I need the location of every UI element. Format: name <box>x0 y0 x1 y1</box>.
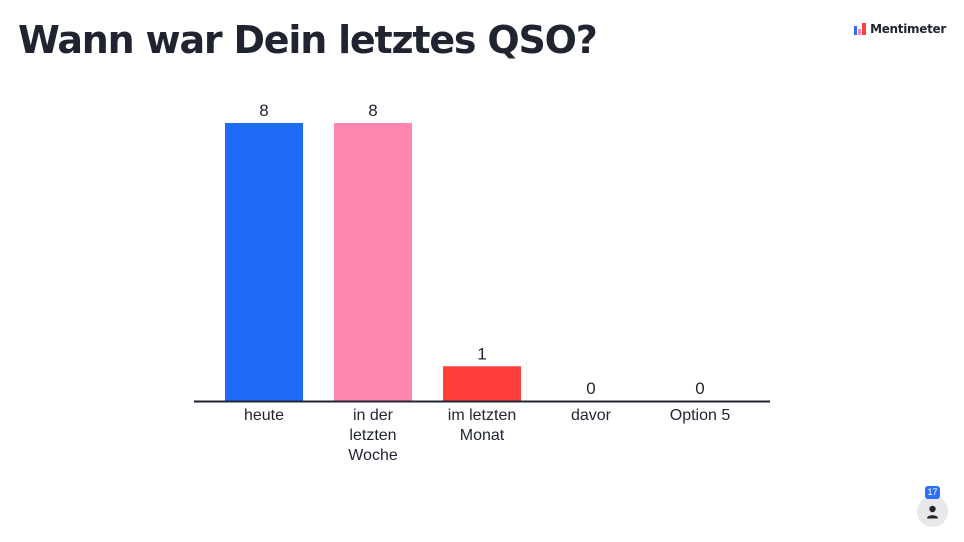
person-icon <box>927 505 938 518</box>
participants-button[interactable] <box>917 496 948 527</box>
bar-2 <box>443 366 521 401</box>
category-label-1-2: Woche <box>348 447 398 464</box>
mentimeter-logo-icon <box>854 23 867 35</box>
category-label-1-0: in der <box>353 407 394 424</box>
brand-logo: Mentimeter <box>854 20 946 38</box>
category-label-3-0: davor <box>571 407 612 424</box>
value-label-2: 1 <box>477 344 486 363</box>
category-label-2-0: im letzten <box>448 407 516 424</box>
bar-0 <box>225 123 303 401</box>
bar-1 <box>334 123 412 401</box>
category-label-2-1: Monat <box>460 427 505 444</box>
category-label-1-1: letzten <box>349 427 396 444</box>
participant-count-badge: 17 <box>925 486 940 499</box>
category-label-0-0: heute <box>244 407 284 424</box>
brand-name: Mentimeter <box>870 22 946 36</box>
value-label-0: 8 <box>259 101 268 120</box>
value-label-3: 0 <box>586 379 595 398</box>
category-label-4-0: Option 5 <box>670 407 731 424</box>
slide-title: Wann war Dein letztes QSO? <box>18 18 598 62</box>
value-label-4: 0 <box>695 379 704 398</box>
value-label-1: 8 <box>368 101 377 120</box>
